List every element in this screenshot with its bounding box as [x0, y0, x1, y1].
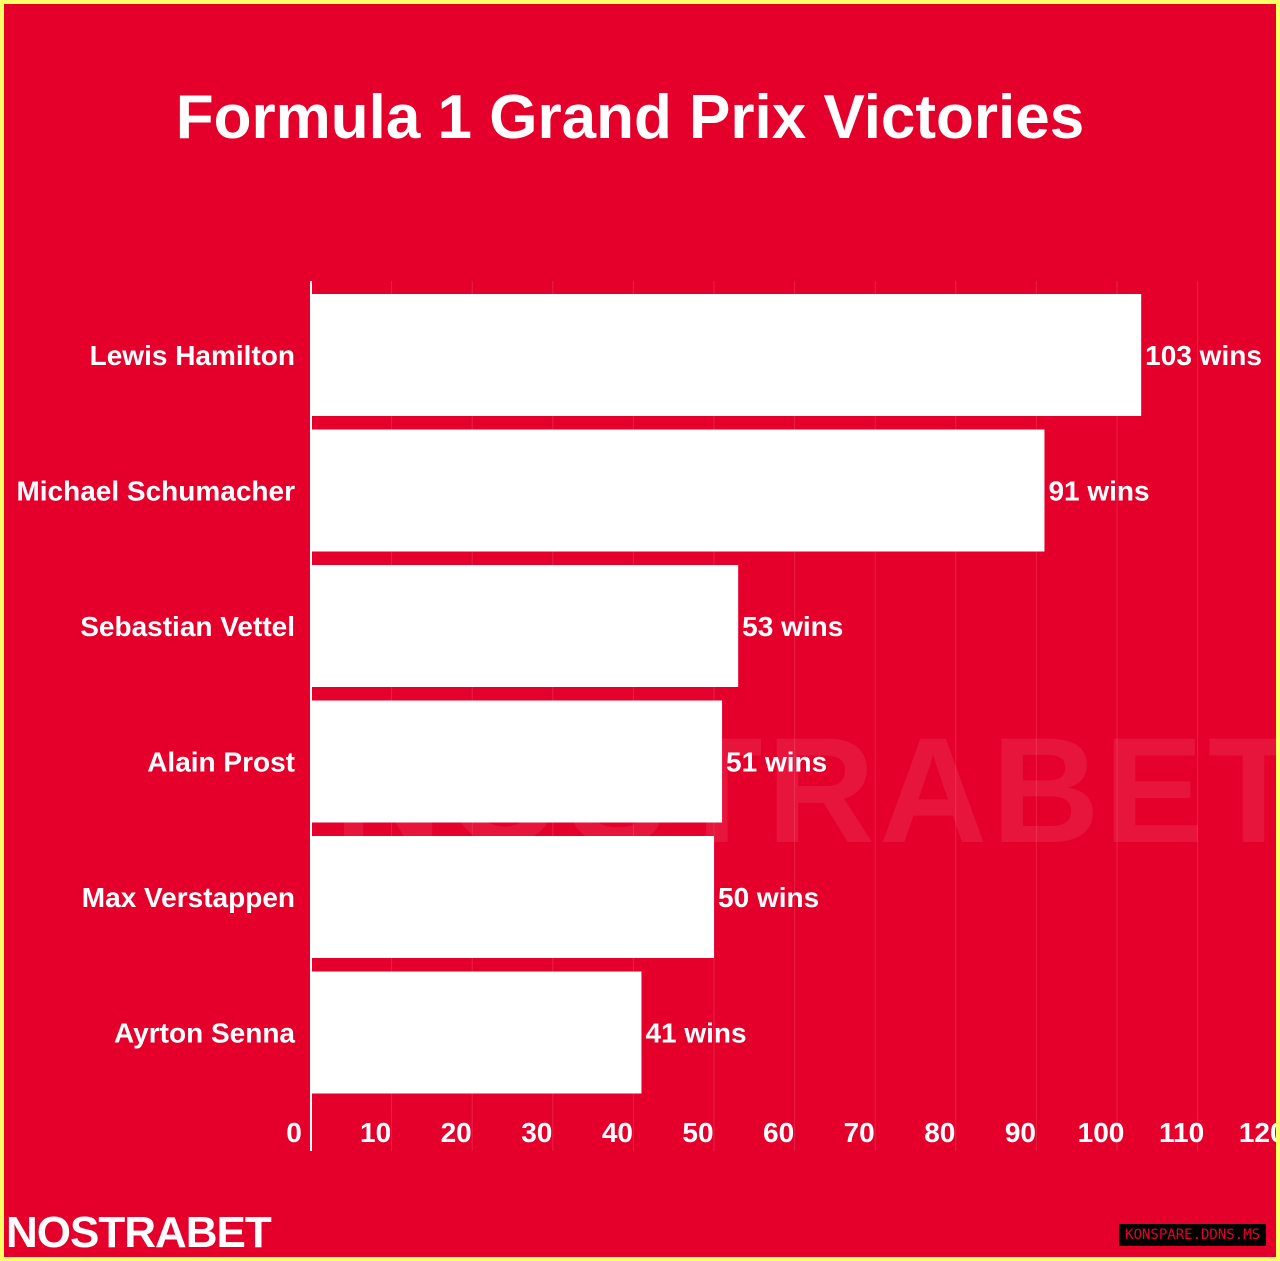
data-label: 91 wins [1048, 476, 1149, 507]
x-tick-label: 100 [1078, 1117, 1125, 1148]
category-label: Michael Schumacher [16, 476, 295, 507]
x-tick-label: 30 [521, 1117, 552, 1148]
x-tick-label: 60 [763, 1117, 794, 1148]
x-tick-label: 120 [1239, 1117, 1276, 1148]
category-label: Lewis Hamilton [90, 340, 295, 371]
category-label: Alain Prost [147, 747, 295, 778]
bar [311, 700, 723, 823]
chart-title: Formula 1 Grand Prix Victories [175, 83, 1085, 152]
category-label: Max Verstappen [82, 882, 295, 913]
x-tick-label: 10 [360, 1117, 391, 1148]
data-label: 103 wins [1145, 340, 1262, 371]
x-tick-label: 80 [924, 1117, 955, 1148]
data-label: 50 wins [718, 882, 819, 913]
bar [311, 836, 714, 958]
bar [311, 429, 1045, 552]
x-tick-label: 90 [1005, 1117, 1036, 1148]
x-tick-label: 20 [441, 1117, 472, 1148]
x-tick-label: 40 [602, 1117, 633, 1148]
x-tick-label: 70 [844, 1117, 875, 1148]
data-label: 41 wins [645, 1018, 746, 1049]
category-label: Sebastian Vettel [80, 611, 295, 642]
x-tick-label: 0 [286, 1117, 302, 1148]
x-tick-label: 50 [682, 1117, 713, 1148]
x-tick-label: 110 [1159, 1117, 1204, 1148]
category-label: Ayrton Senna [114, 1018, 295, 1049]
bar [311, 971, 642, 1094]
data-label: 53 wins [742, 611, 843, 642]
nostrabet-logo: NOSTRABET [6, 1208, 272, 1257]
bar [311, 294, 1142, 416]
data-label: 51 wins [726, 747, 827, 778]
watermark-badge: KONSPARE.DDNS.MS [1119, 1224, 1266, 1246]
bar [311, 565, 739, 687]
